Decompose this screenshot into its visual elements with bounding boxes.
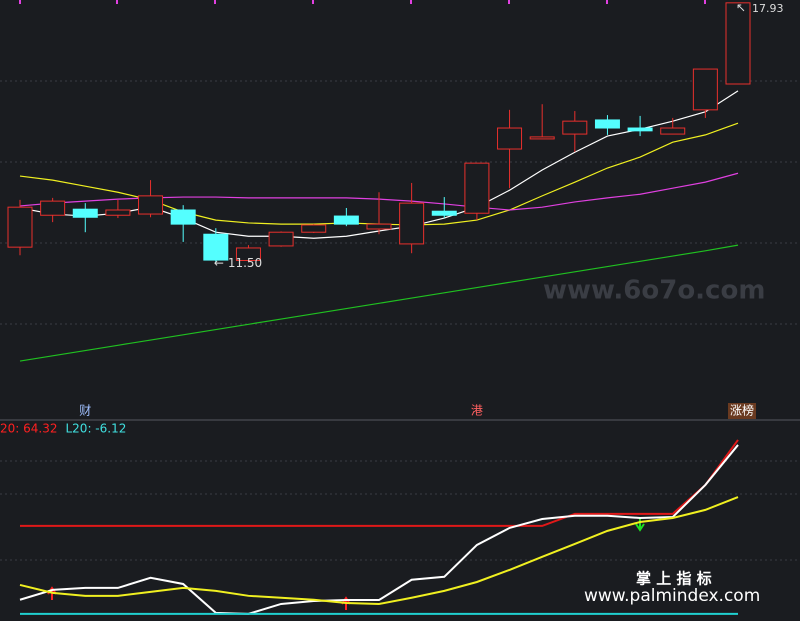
- candle-body: [562, 120, 588, 135]
- watermark-title: 掌 上 指 标: [636, 570, 712, 588]
- legend-entry: L20: -6.12: [65, 422, 126, 436]
- candle-body: [660, 127, 686, 135]
- candle-body: [235, 247, 261, 261]
- event-label: 涨榜: [730, 403, 754, 418]
- candle-body: [333, 215, 359, 225]
- indicator-line: [19, 444, 739, 615]
- candle-body: [594, 119, 620, 129]
- low-arrow: ←: [214, 256, 224, 270]
- candle-body: [138, 195, 164, 215]
- moving-average: [19, 244, 739, 362]
- candle-body: [529, 136, 555, 140]
- candle-body: [72, 208, 98, 218]
- candle-body: [268, 231, 294, 247]
- candle-body: [399, 202, 425, 245]
- marker-bg: [728, 403, 756, 419]
- candle-body: [203, 233, 229, 261]
- candle-body: [431, 210, 457, 216]
- event-label: 财: [79, 404, 91, 418]
- candle-body: [301, 224, 327, 233]
- signals: [47, 518, 645, 610]
- candle-body: [366, 223, 392, 230]
- watermark-url: www.palmindex.com: [584, 586, 760, 606]
- layout: [0, 80, 800, 561]
- event-label: 港: [471, 404, 483, 418]
- indicator-line: [20, 439, 739, 527]
- candle-body: [40, 200, 66, 216]
- legend-entry: 20: 64.32: [0, 422, 57, 436]
- candle-body: [464, 162, 490, 214]
- candle-body: [497, 127, 523, 150]
- watermark: www.6o7o.com: [543, 276, 765, 306]
- candle-body: [7, 206, 33, 248]
- candle-body: [725, 2, 751, 85]
- high-arrow: ↖: [736, 0, 746, 14]
- indicator-line: [19, 496, 739, 605]
- period-ticks: [19, 0, 706, 4]
- candle-body: [105, 209, 131, 216]
- candle-body: [692, 68, 718, 111]
- candle-body: [170, 209, 196, 225]
- low-label: 11.50: [228, 256, 262, 270]
- candle-body: [627, 127, 653, 132]
- high-label: 17.93: [752, 2, 784, 15]
